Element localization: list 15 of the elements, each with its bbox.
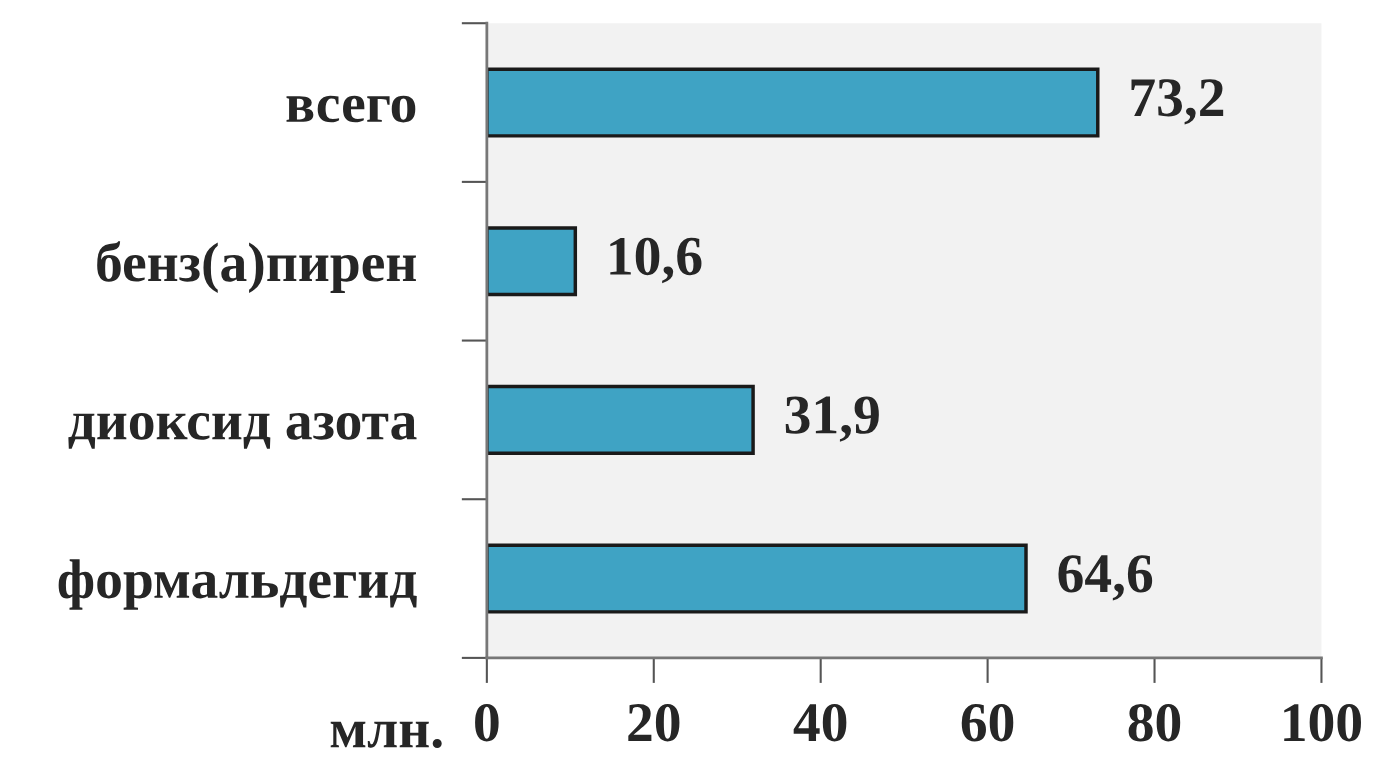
y-tick-label: формальдегид [58, 559, 417, 610]
x-axis-title: млн. [330, 721, 442, 749]
y-tick-label: бенз(а)пирен [97, 241, 416, 293]
x-tick-label: 100 [1284, 703, 1361, 742]
x-tick-label: 40 [793, 703, 847, 742]
y-tick-label: диоксид азота [68, 412, 417, 449]
x-tick-label: 80 [1128, 703, 1181, 742]
y-tick-label: всего [286, 95, 416, 123]
data-label: 31,9 [785, 396, 879, 442]
data-label: 73,2 [1131, 79, 1224, 125]
data-label: 64,6 [1058, 555, 1153, 601]
data-label: 10,6 [610, 237, 702, 284]
x-tick-label: 60 [961, 703, 1014, 742]
x-tick-label: 0 [475, 703, 499, 742]
x-tick-label: 20 [628, 703, 680, 742]
